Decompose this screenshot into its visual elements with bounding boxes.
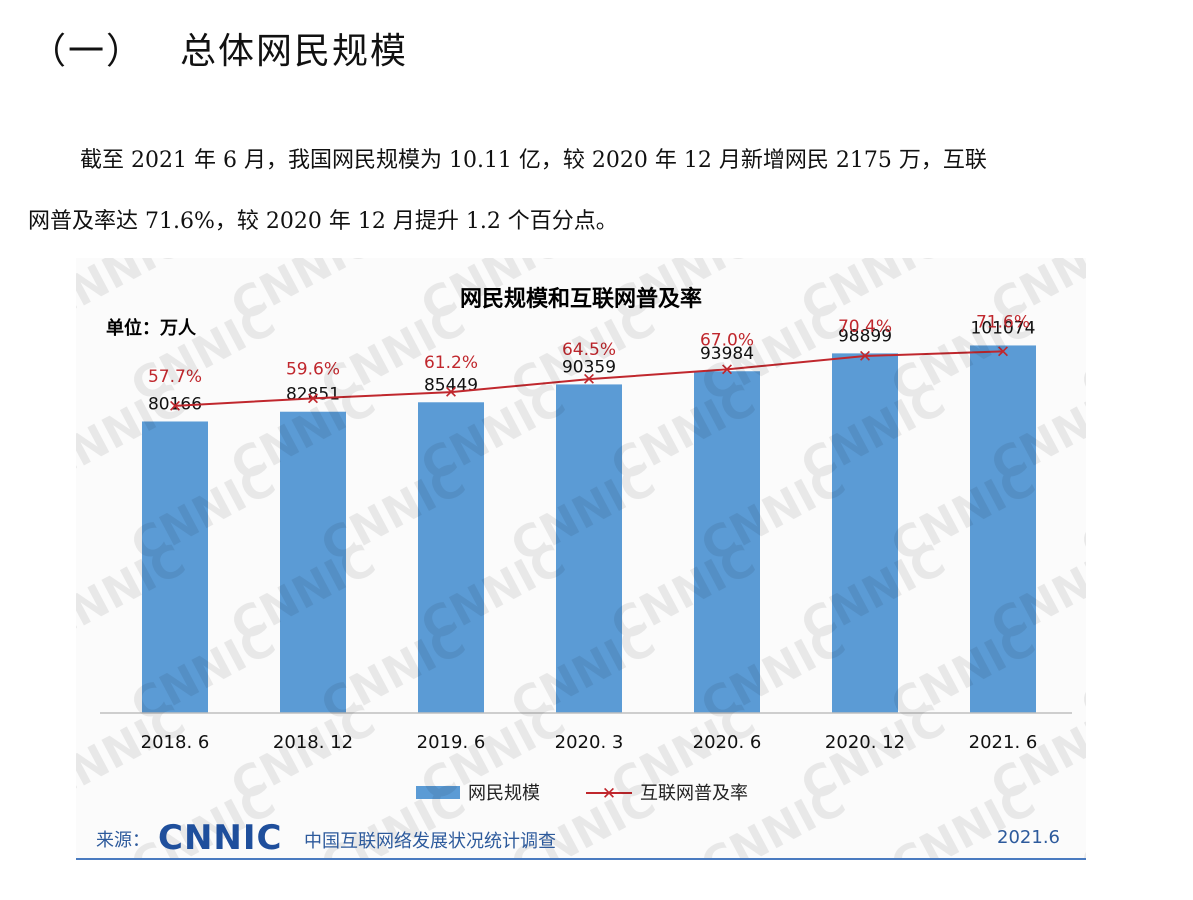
- survey-name: 中国互联网络发展状况统计调查: [304, 831, 556, 852]
- legend: 网民规模 ✕ 互联网普及率: [416, 783, 748, 804]
- x-tick-label: 2020. 12: [825, 732, 905, 753]
- line-marker: ✕: [306, 389, 320, 409]
- bar: [694, 371, 760, 713]
- line-path: [174, 350, 1004, 407]
- line-value-label: 70.4%: [838, 317, 892, 337]
- x-tick-label: 2018. 6: [141, 732, 210, 753]
- legend-line-label: 互联网普及率: [640, 783, 748, 804]
- section-heading: （一） 总体网民规模: [30, 22, 408, 74]
- chart-figure: CNNIC CNNIC CNNIC CNNIC CNNIC CNNIC CNNIC CNNIC…: [76, 258, 1086, 858]
- section-number: （一）: [30, 31, 145, 72]
- x-tick-label: 2021. 6: [969, 732, 1038, 753]
- bar: [280, 411, 346, 713]
- line-value-label: 57.7%: [148, 367, 202, 387]
- x-tick-label: 2018. 12: [273, 732, 353, 753]
- paragraph-line-2: 网普及率达 71.6%，较 2020 年 12 月提升 1.2 个百分点。: [28, 209, 618, 234]
- cnnic-logo: CNNIC: [158, 818, 283, 858]
- bar-value-label: 98899: [838, 326, 892, 346]
- line-marker: ✕: [582, 370, 596, 390]
- paragraph-line-1: 截至 2021 年 6 月，我国网民规模为 10.11 亿，较 2020 年 1…: [80, 148, 987, 173]
- bar-value-label: 90359: [562, 357, 616, 377]
- section-title: 总体网民规模: [180, 31, 409, 72]
- bar-value-label: 101074: [971, 318, 1036, 338]
- x-tick-label: 2020. 3: [555, 732, 624, 753]
- bar: [556, 384, 622, 713]
- line-value-label: 59.6%: [286, 359, 340, 379]
- source-label: 来源：: [96, 830, 150, 851]
- legend-bar-swatch: [416, 786, 460, 799]
- line-value-label: 67.0%: [700, 330, 754, 350]
- x-tick-label: 2020. 6: [693, 732, 762, 753]
- line-marker: ✕: [996, 342, 1010, 362]
- line-series: ✕ 57.7% ✕ 59.6% ✕ 61.2% ✕ 64.5% ✕ 67.0% ✕ 70.4% ✕ 71.…: [148, 312, 1030, 416]
- line-value-label: 64.5%: [562, 340, 616, 360]
- internet-users-chart: 网民规模和互联网普及率 单位：万人 80166 82851 854499035993…: [100, 286, 1072, 804]
- chart-title: 网民规模和互联网普及率: [460, 286, 702, 312]
- unit-label: 单位：万人: [106, 317, 197, 339]
- bar: [970, 345, 1036, 713]
- bar: [142, 421, 208, 713]
- line-marker: ✕: [720, 360, 734, 380]
- x-tick-labels: 2018. 6 2018. 12 2019. 6 2020. 3 2020. 6 2020…: [141, 732, 1038, 753]
- chart-footer: 来源： CNNIC 中国互联网络发展状况统计调查 2021.6: [76, 818, 1086, 858]
- line-marker: ✕: [444, 383, 458, 403]
- footer-divider: [76, 858, 1086, 860]
- line-value-label: 71.6%: [976, 312, 1030, 332]
- bar-value-label: 80166: [148, 394, 202, 414]
- line-marker: ✕: [858, 347, 872, 367]
- bar-value-label: 93984: [700, 344, 754, 364]
- line-value-label: 61.2%: [424, 353, 478, 373]
- legend-bar-label: 网民规模: [468, 783, 540, 804]
- x-tick-label: 2019. 6: [417, 732, 486, 753]
- bar: [832, 353, 898, 713]
- line-marker: ✕: [168, 397, 182, 417]
- legend-line-marker: ✕: [602, 784, 616, 804]
- bar: [418, 402, 484, 713]
- footer-date: 2021.6: [997, 827, 1060, 848]
